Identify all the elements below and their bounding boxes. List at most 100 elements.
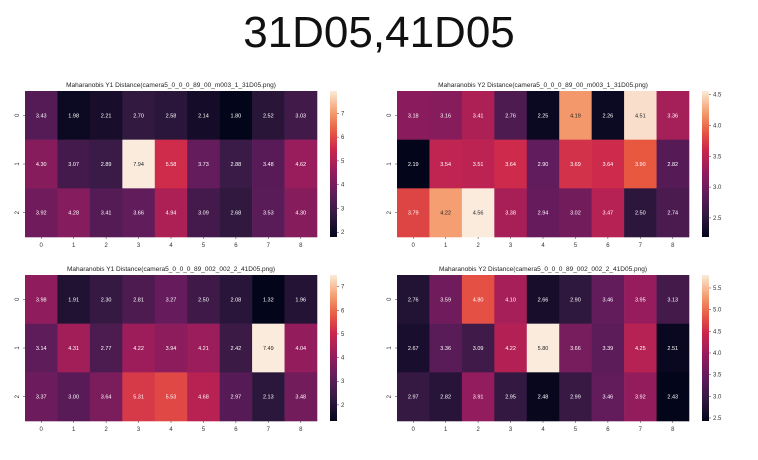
x-tick-label: 1 [72,243,76,249]
cell-label: 2.90 [538,162,549,168]
heatmap-cell [252,188,285,238]
x-tick-label: 4 [541,243,545,249]
heatmap-cell [494,323,528,373]
x-tick-label: 1 [444,427,448,433]
cell-label: 2.67 [408,346,419,352]
colorbar [702,91,709,237]
heatmap-cell [284,275,318,324]
cell-label: 2.94 [538,211,549,217]
heatmap-cell [122,323,156,373]
cell-label: 2.90 [570,297,581,303]
heatmap-cell [656,323,690,373]
heatmap-cell [461,188,495,238]
heatmap-cell [89,323,123,373]
cell-label: 1.96 [295,297,306,303]
heatmap-cell [397,139,430,189]
heatmap-cell [591,188,625,238]
x-tick-label: 1 [72,427,76,433]
cell-label: 2.08 [231,297,242,303]
colorbar-tick-label: 4.0 [713,123,722,129]
cell-label: 3.38 [505,211,516,217]
heatmap-cell [219,91,253,140]
cell-label: 3.13 [667,297,678,303]
cell-label: 2.97 [408,395,419,401]
heatmap-cell [25,323,58,373]
cell-label: 4.68 [198,395,209,401]
colorbar [702,275,709,421]
heatmap-cell [397,372,430,422]
x-tick-label: 7 [639,427,643,433]
cell-label: 2.74 [667,211,678,217]
heatmap-cell [122,91,156,140]
cell-label: 3.92 [635,395,646,401]
heatmap-cell [154,188,188,238]
heatmap-y2-31d05: Maharanobis Y2 Distance(camera5_0_0_0_89… [387,82,722,249]
cell-label: 2.25 [538,113,549,119]
x-tick-label: 5 [202,427,206,433]
cell-label: 2.58 [166,113,177,119]
heatmap-cell [526,275,560,324]
cell-label: 4.56 [473,211,484,217]
heatmap-cell [526,188,560,238]
x-tick-label: 0 [412,243,416,249]
cell-label: 2.51 [667,346,678,352]
heatmap-cell [154,139,188,189]
heatmap-cell [526,91,560,140]
y-tick-label: 1 [15,162,21,166]
heatmap-cell [397,275,430,324]
cell-label: 4.94 [166,211,177,217]
heatmap-cell [526,323,560,373]
colorbar-tick-label: 3.0 [713,394,722,400]
heatmap-cell [656,188,690,238]
x-tick-label: 6 [234,243,238,249]
heatmap-cell [219,139,253,189]
cell-label: 3.46 [603,395,614,401]
y-tick-label: 1 [15,346,21,350]
x-tick-label: 7 [639,243,643,249]
heatmap-cell [559,188,592,238]
colorbar-tick-label: 2.5 [713,416,722,422]
x-tick-label: 0 [40,243,44,249]
cell-label: 3.92 [36,211,47,217]
heatmap-cell [429,188,463,238]
cell-label: 2.77 [101,346,112,352]
cell-label: 4.62 [295,162,306,168]
heatmap-cell [187,372,220,422]
cell-label: 2.19 [408,162,419,168]
heatmap-cell [89,139,123,189]
cell-label: 3.91 [473,395,484,401]
colorbar-tick-label: 4 [341,356,345,362]
heatmap-cell [57,139,91,189]
cell-label: 4.22 [440,211,451,217]
cell-label: 1.91 [68,297,79,303]
cell-label: 3.69 [570,162,581,168]
heatmap-cell [559,139,592,189]
cell-label: 3.51 [473,162,484,168]
heatmap-y1-41d05: Maharanobis Y1 Distance(camera5_0_0_0_89… [15,266,345,433]
cell-label: 5.53 [166,395,177,401]
y-tick-label: 2 [387,394,393,398]
cell-label: 2.82 [440,395,451,401]
heatmap-cell [154,372,188,422]
cell-label: 3.09 [473,346,484,352]
cell-label: 4.80 [473,297,484,303]
cell-label: 3.43 [36,113,47,119]
x-tick-label: 8 [299,427,303,433]
heatmap-cell [429,323,463,373]
cell-label: 2.99 [570,395,581,401]
cell-label: 3.09 [198,211,209,217]
heatmap-cell [219,188,253,238]
heatmap-cell [252,372,285,422]
heatmap-cell [252,91,285,140]
heatmap-cell [122,275,156,324]
cell-label: 2.89 [101,162,112,168]
heatmap-cell [656,139,690,189]
heatmap-cell [187,139,220,189]
cell-label: 3.46 [603,297,614,303]
y-tick-label: 2 [15,210,21,214]
colorbar-tick-label: 7 [341,285,345,291]
chart-title: Maharanobis Y1 Distance(camera5_0_0_0_89… [67,266,275,273]
cell-label: 3.54 [440,162,451,168]
cell-label: 3.64 [603,162,614,168]
heatmap-cell [154,323,188,373]
